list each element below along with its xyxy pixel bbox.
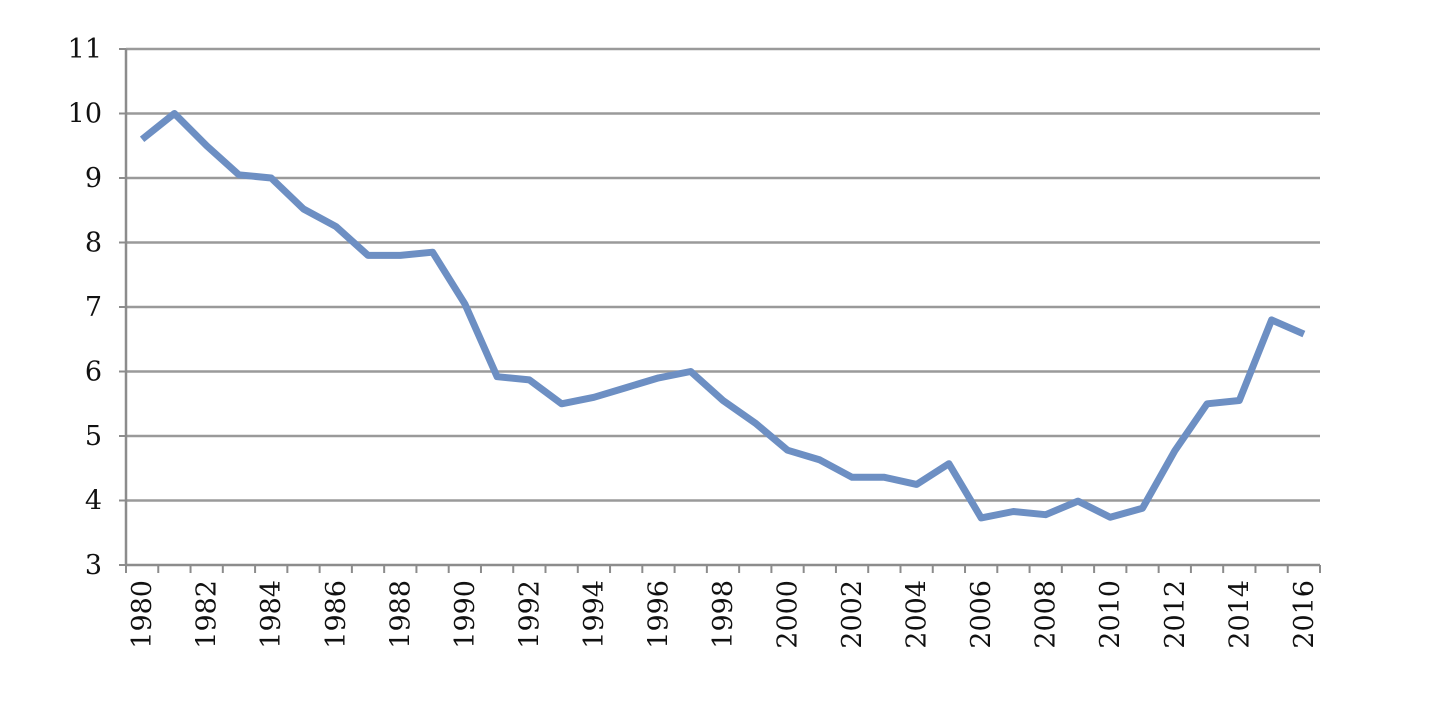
series-line-0	[139, 110, 1306, 522]
y-tick-label: 5	[85, 421, 102, 452]
x-tick-labels: 1980 1982 1984 1986 1988 1990 1992 1994 1996 1998…	[127, 580, 1320, 649]
y-tick-label: 6	[85, 357, 102, 388]
x-tick-label: 1996	[643, 580, 674, 649]
x-tick-label: 2016	[1289, 580, 1320, 649]
y-tick-label: 8	[85, 228, 102, 259]
x-tick-label: 2006	[966, 580, 997, 649]
x-tick-label: 1990	[450, 580, 481, 649]
y-tick-label: 11	[68, 34, 102, 65]
x-tick-label: 2012	[1160, 580, 1191, 649]
x-tick-label: 2000	[773, 580, 804, 649]
x-tick-label: 1992	[514, 580, 545, 649]
axes	[119, 48, 1321, 573]
series-layer	[139, 110, 1306, 522]
y-tick-label: 10	[68, 99, 102, 130]
y-tick-label: 9	[85, 163, 102, 194]
x-tick-label: 2010	[1095, 580, 1126, 649]
x-tick-label: 2002	[837, 580, 868, 649]
x-tick-label: 1980	[127, 580, 158, 649]
x-tick-label: 2008	[1031, 580, 1062, 649]
y-tick-label: 7	[85, 292, 102, 323]
y-tick-label: 3	[85, 550, 102, 581]
x-tick-label: 1994	[579, 580, 610, 649]
x-tick-label: 1984	[256, 580, 287, 649]
x-tick-label: 1986	[321, 580, 352, 649]
x-tick-label: 1998	[708, 580, 739, 649]
x-tick-label: 1982	[192, 580, 223, 649]
x-tick-label: 1988	[385, 580, 416, 649]
x-tick-label: 2014	[1224, 580, 1255, 649]
gridlines	[126, 47, 1320, 502]
y-tick-labels: 3 4 5 6 7 8 9 10 11	[68, 34, 102, 581]
x-tick-label: 2004	[902, 580, 933, 649]
y-tick-label: 4	[85, 486, 102, 517]
